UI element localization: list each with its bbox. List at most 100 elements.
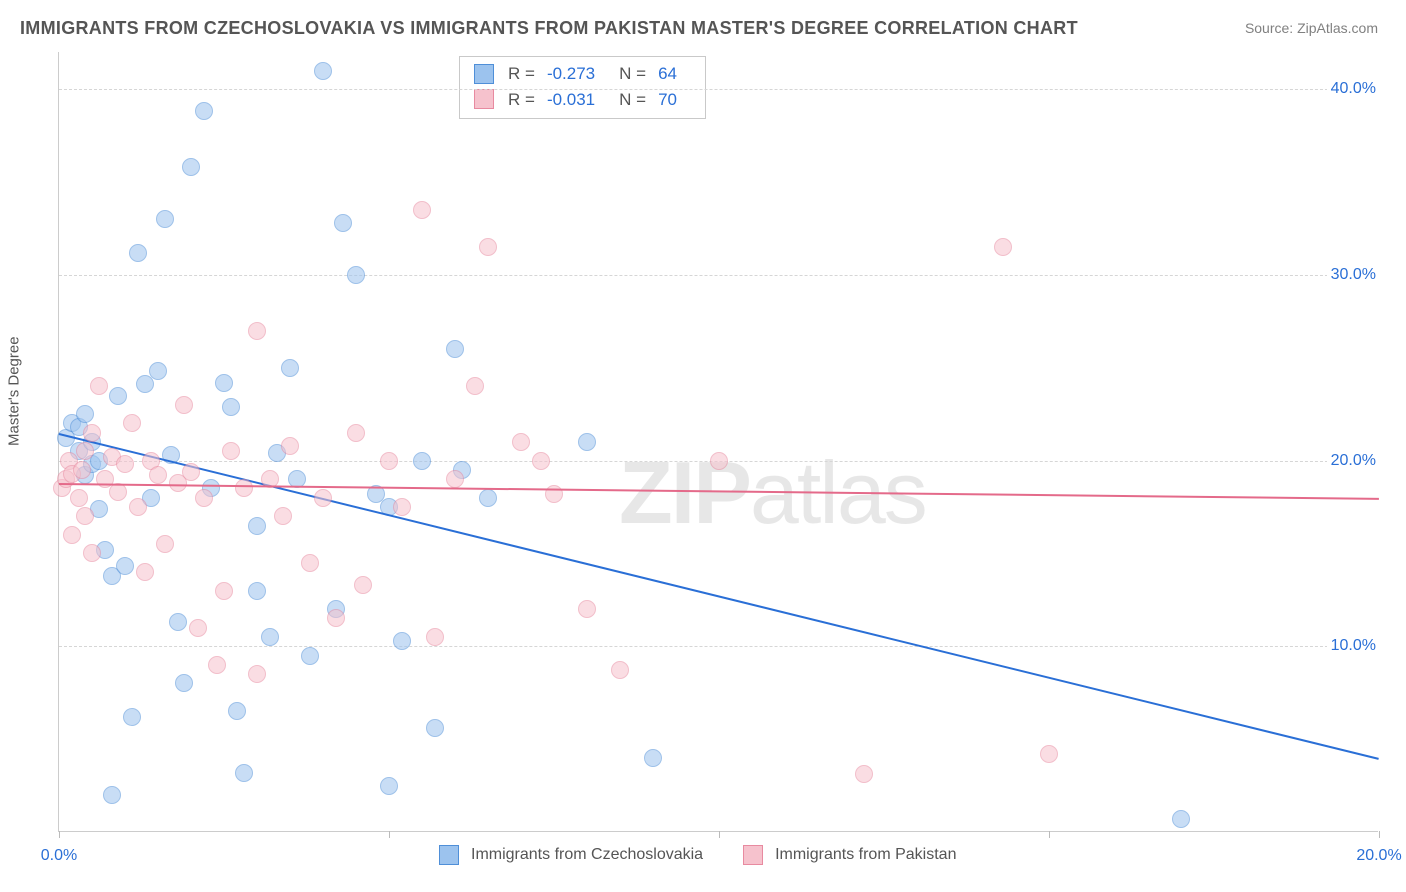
data-point: [156, 210, 174, 228]
data-point: [532, 452, 550, 470]
data-point: [175, 674, 193, 692]
data-point: [393, 498, 411, 516]
data-point: [156, 535, 174, 553]
data-point: [123, 708, 141, 726]
data-point: [83, 424, 101, 442]
data-point: [63, 526, 81, 544]
data-point: [261, 628, 279, 646]
data-point: [578, 433, 596, 451]
plot-area: ZIPatlas R = -0.273 N = 64 R = -0.031 N …: [58, 52, 1378, 832]
swatch-series-b: [743, 845, 763, 865]
data-point: [413, 201, 431, 219]
data-point: [189, 619, 207, 637]
data-point: [479, 238, 497, 256]
data-point: [76, 507, 94, 525]
data-point: [281, 359, 299, 377]
data-point: [347, 424, 365, 442]
data-point: [235, 764, 253, 782]
data-point: [248, 517, 266, 535]
data-point: [83, 544, 101, 562]
stats-row-b: R = -0.031 N = 70: [474, 87, 691, 113]
x-tick: [389, 831, 390, 838]
data-point: [109, 387, 127, 405]
data-point: [710, 452, 728, 470]
data-point: [73, 461, 91, 479]
series-legend: Immigrants from Czechoslovakia Immigrant…: [439, 845, 956, 865]
data-point: [1172, 810, 1190, 828]
data-point: [116, 557, 134, 575]
data-point: [136, 563, 154, 581]
n-value-b: 70: [658, 87, 677, 113]
data-point: [314, 62, 332, 80]
data-point: [116, 455, 134, 473]
data-point: [855, 765, 873, 783]
x-tick-label: 0.0%: [41, 847, 77, 865]
data-point: [182, 463, 200, 481]
page-title: IMMIGRANTS FROM CZECHOSLOVAKIA VS IMMIGR…: [20, 18, 1078, 39]
x-tick: [719, 831, 720, 838]
data-point: [578, 600, 596, 618]
legend-label-b: Immigrants from Pakistan: [775, 846, 956, 864]
stats-row-a: R = -0.273 N = 64: [474, 61, 691, 87]
source-credit: Source: ZipAtlas.com: [1245, 20, 1378, 36]
gridline: [59, 89, 1378, 90]
trend-line: [59, 483, 1379, 500]
n-label: N =: [619, 61, 646, 87]
swatch-series-a: [474, 64, 494, 84]
data-point: [611, 661, 629, 679]
n-label: N =: [619, 87, 646, 113]
r-label: R =: [508, 87, 535, 113]
r-value-a: -0.273: [547, 61, 595, 87]
data-point: [215, 374, 233, 392]
data-point: [208, 656, 226, 674]
data-point: [334, 214, 352, 232]
data-point: [446, 340, 464, 358]
data-point: [169, 613, 187, 631]
data-point: [149, 466, 167, 484]
data-point: [129, 498, 147, 516]
x-tick: [59, 831, 60, 838]
data-point: [235, 479, 253, 497]
data-point: [175, 396, 193, 414]
r-value-b: -0.031: [547, 87, 595, 113]
data-point: [222, 398, 240, 416]
data-point: [301, 647, 319, 665]
data-point: [327, 609, 345, 627]
data-point: [479, 489, 497, 507]
data-point: [314, 489, 332, 507]
y-tick-label: 20.0%: [1327, 452, 1380, 470]
data-point: [195, 489, 213, 507]
n-value-a: 64: [658, 61, 677, 87]
data-point: [413, 452, 431, 470]
data-point: [301, 554, 319, 572]
data-point: [446, 470, 464, 488]
data-point: [1040, 745, 1058, 763]
legend-item-a: Immigrants from Czechoslovakia: [439, 845, 703, 865]
data-point: [182, 158, 200, 176]
data-point: [195, 102, 213, 120]
legend-item-b: Immigrants from Pakistan: [743, 845, 956, 865]
data-point: [215, 582, 233, 600]
data-point: [103, 786, 121, 804]
data-point: [380, 777, 398, 795]
data-point: [248, 665, 266, 683]
data-point: [512, 433, 530, 451]
gridline: [59, 275, 1378, 276]
data-point: [380, 452, 398, 470]
data-point: [274, 507, 292, 525]
data-point: [70, 489, 88, 507]
legend-label-a: Immigrants from Czechoslovakia: [471, 846, 703, 864]
y-tick-label: 30.0%: [1327, 266, 1380, 284]
stats-legend: R = -0.273 N = 64 R = -0.031 N = 70: [459, 56, 706, 119]
data-point: [123, 414, 141, 432]
x-tick: [1049, 831, 1050, 838]
data-point: [228, 702, 246, 720]
data-point: [90, 377, 108, 395]
data-point: [466, 377, 484, 395]
data-point: [347, 266, 365, 284]
data-point: [76, 442, 94, 460]
y-axis-label: Master's Degree: [6, 336, 23, 446]
data-point: [393, 632, 411, 650]
data-point: [109, 483, 127, 501]
data-point: [248, 322, 266, 340]
